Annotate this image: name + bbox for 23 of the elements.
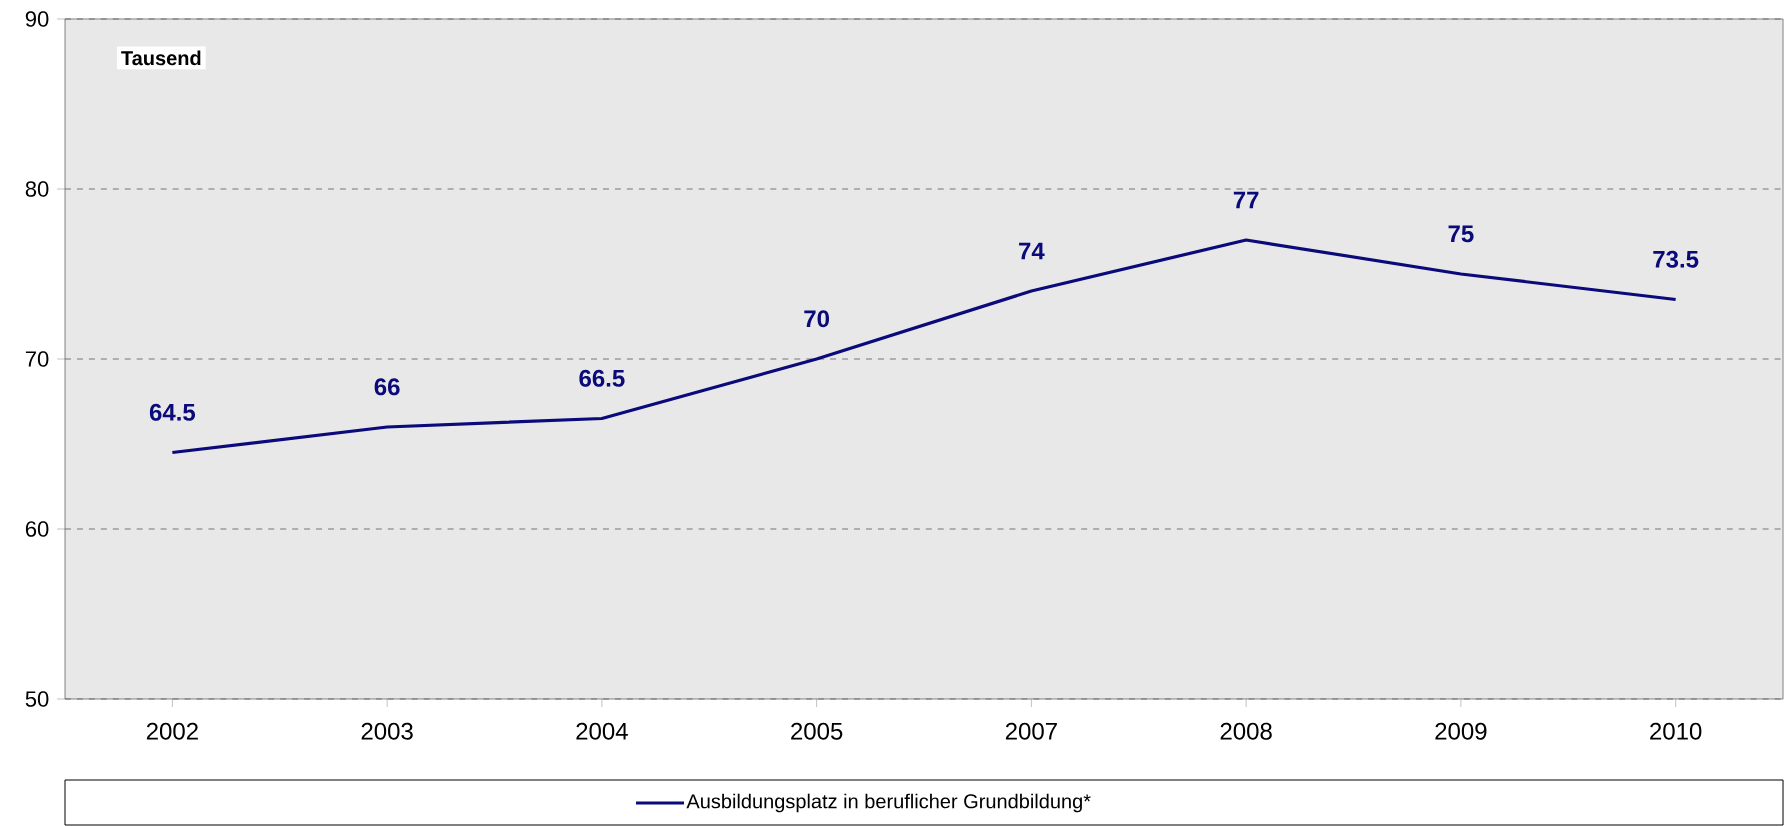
y-tick-label: 50 — [25, 691, 49, 707]
x-tick-label: 2008 — [1220, 722, 1272, 740]
data-label: 66.5 — [579, 369, 625, 387]
data-label: 70 — [804, 310, 830, 328]
y-axis-title: Tausend — [121, 50, 201, 66]
legend-label: Ausbildungsplatz in beruflicher Grundbildung* — [686, 793, 1091, 813]
x-tick-label: 2007 — [1005, 722, 1057, 740]
x-tick-label: 2005 — [791, 722, 843, 740]
y-tick-label: 90 — [25, 11, 49, 27]
x-tick-label: 2010 — [1650, 722, 1702, 740]
y-tick-label: 60 — [25, 521, 49, 537]
x-tick-label: 2002 — [146, 722, 198, 740]
data-label: 74 — [1019, 242, 1045, 260]
x-tick-label: 2004 — [576, 722, 628, 740]
y-tick-label: 80 — [25, 181, 49, 197]
x-tick-label: 2009 — [1435, 722, 1487, 740]
y-tick-label: 70 — [25, 351, 49, 367]
data-label: 75 — [1448, 225, 1474, 243]
data-label: 66 — [374, 378, 400, 396]
data-label: 77 — [1233, 191, 1259, 209]
x-tick-label: 2003 — [361, 722, 413, 740]
data-label: 64.5 — [149, 403, 196, 421]
data-label: 73.5 — [1653, 250, 1699, 268]
